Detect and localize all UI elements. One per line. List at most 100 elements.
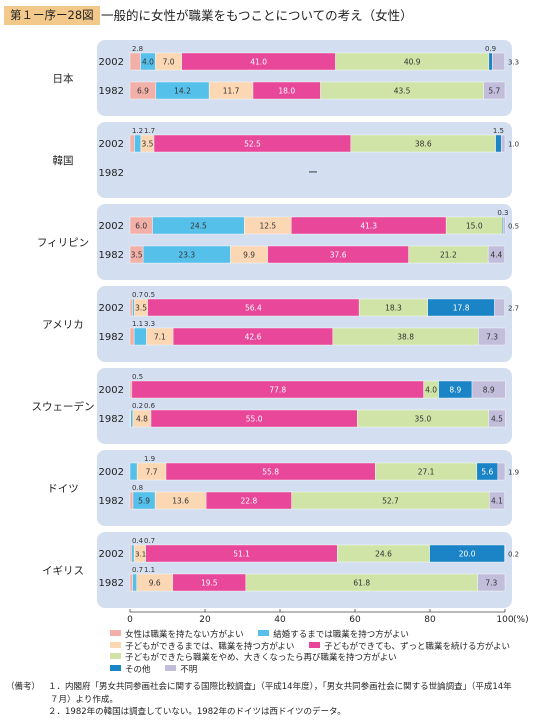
data-label: 4.1: [491, 497, 503, 506]
bar-segment: [130, 409, 134, 428]
year-label: 2002: [99, 57, 124, 68]
data-label: 0.2: [508, 551, 519, 559]
country-label: スウェーデン: [32, 400, 95, 413]
data-label: 1.9: [144, 455, 155, 463]
data-label: 3.5: [131, 251, 143, 260]
data-label: 7.1: [154, 333, 166, 342]
data-label: 0.5: [144, 291, 155, 299]
x-unit-label: (%): [513, 615, 529, 625]
data-label: 18.3: [385, 304, 402, 313]
legend-item: 不明: [165, 664, 197, 677]
data-label: 27.1: [418, 468, 435, 477]
legend-row-2: 子どもができるまでは、職業を持つ方がよい 子どもができても、ずっと職業を続ける方…: [110, 641, 522, 654]
data-label: 14.2: [174, 87, 191, 96]
data-label: 1.0: [508, 141, 519, 149]
data-label: 61.8: [353, 579, 370, 588]
legend-label: 子どもができるまでは、職業を持つ方がよい: [125, 641, 295, 652]
year-label: 2002: [99, 549, 124, 560]
data-label: 38.6: [415, 140, 432, 149]
data-label: 19.5: [201, 579, 218, 588]
data-label: 1.2: [132, 127, 143, 135]
data-label: 37.6: [330, 251, 347, 260]
data-label: 12.5: [259, 222, 276, 231]
bar-segment: [495, 134, 502, 153]
bar-segment: [129, 134, 135, 153]
legend-item: 女性は職業を持たない方がよい: [110, 630, 244, 642]
data-label: 9.6: [149, 579, 161, 588]
data-label: 3.5: [141, 140, 153, 149]
data-label: 0.7: [132, 291, 143, 299]
figure-label: 第１ー序ー28図: [4, 6, 100, 25]
bar-segment: [129, 298, 133, 317]
legend-item: その他: [110, 664, 151, 677]
data-label: 0.9: [485, 45, 496, 53]
bar-segment: [478, 327, 506, 346]
bar-segment: [129, 327, 135, 346]
data-label: 52.7: [382, 497, 399, 506]
group-panel: [97, 122, 512, 198]
data-label: 4.4: [490, 251, 502, 260]
data-label: 7.3: [486, 333, 498, 342]
data-label: 15.0: [466, 222, 483, 231]
country-label: イギリス: [42, 565, 84, 577]
country-label: ドイツ: [47, 483, 79, 495]
stacked-bar-chart: 日本 2002 4.0 7.0 41.0 40.9 2.8 0.9 3.3 1982 6.9 14.2…: [32, 40, 529, 625]
data-label: 4.0: [425, 386, 437, 395]
legend-swatch: [110, 641, 121, 648]
legend-row-1: 女性は職業を持たない方がよい 結婚するまでは職業を持つ方がよい: [110, 630, 522, 642]
year-label: 1982: [99, 86, 124, 97]
year-label: 2002: [99, 385, 124, 396]
data-label: 11.7: [223, 87, 240, 96]
year-label: 1982: [99, 168, 124, 179]
group-panel: [97, 204, 512, 280]
year-label: 1982: [99, 578, 124, 589]
data-label: 1.1: [132, 320, 143, 328]
bar-segment: [488, 52, 493, 71]
data-label: 0.3: [497, 209, 508, 217]
legend-swatch: [165, 664, 177, 671]
data-label: 0.5: [132, 373, 143, 381]
legend-swatch: [110, 630, 121, 636]
legend-item: 結婚するまでは職業を持つ方がよい: [258, 630, 409, 642]
legend: 女性は職業を持たない方がよい 結婚するまでは職業を持つ方がよい 子どもができるま…: [110, 630, 522, 676]
group-panel: [97, 286, 512, 362]
bar-segment: [129, 462, 138, 481]
bar-segment: [477, 573, 506, 592]
data-label: 7.0: [163, 58, 175, 67]
bar-segment: [497, 462, 506, 481]
data-label: 20.0: [459, 550, 476, 559]
data-label: 13.6: [172, 497, 189, 506]
country-label: 韓国: [53, 155, 74, 167]
data-label: 43.5: [394, 87, 411, 96]
legend-label: 結婚するまでは職業を持つ方がよい: [273, 630, 409, 640]
bar-segment: [494, 298, 505, 317]
data-label: 23.3: [178, 251, 195, 260]
figure-title: 一般的に女性が職業をもつことについての考え（女性）: [101, 8, 413, 23]
data-label: 6.0: [135, 222, 147, 231]
data-label: 35.0: [415, 415, 432, 424]
note-text: ２．1982年の韓国は調査していない。1982年のドイツは西ドイツのデータ。: [48, 707, 346, 717]
note-line: ７月）より作成。: [6, 694, 512, 707]
bar-segment: [132, 573, 137, 592]
year-label: 2002: [99, 303, 124, 314]
bar-segment: [129, 52, 141, 71]
year-label: 1982: [99, 496, 124, 507]
bar-segment: [503, 216, 506, 235]
legend-swatch: [110, 653, 121, 660]
data-label: 7.7: [146, 468, 158, 477]
bar-segment: [504, 544, 506, 563]
data-label: 22.8: [241, 497, 258, 506]
data-label: 55.8: [262, 468, 279, 477]
note-line: （備考） １．内閣府「男女共同参画社会に関する国際比較調査」（平成14年度），「男…: [6, 681, 512, 694]
data-label: 51.1: [233, 550, 250, 559]
data-label: 21.2: [440, 251, 457, 260]
bar-segment: [129, 544, 132, 563]
legend-row-3: 子どもができたら職業をやめ、大きくなったら再び職業を持つ方がよい: [110, 653, 522, 665]
bar-segment: [487, 245, 505, 264]
note-text: ７月）より作成。: [50, 694, 118, 705]
x-tick-label: 100: [496, 615, 513, 625]
data-label: 1.7: [144, 127, 155, 135]
x-tick-label: 60: [349, 615, 361, 625]
no-data-mark: ー: [308, 168, 318, 179]
data-label: 42.6: [245, 333, 262, 342]
